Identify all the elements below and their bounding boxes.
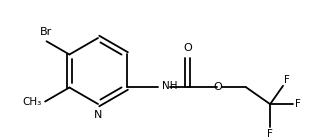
Text: F: F — [284, 75, 290, 85]
Text: F: F — [295, 99, 301, 109]
Text: O: O — [213, 83, 222, 92]
Text: O: O — [183, 43, 192, 53]
Text: N: N — [94, 109, 102, 120]
Text: NH: NH — [162, 82, 177, 91]
Text: F: F — [267, 129, 273, 138]
Text: Br: Br — [39, 27, 52, 37]
Text: CH₃: CH₃ — [22, 96, 41, 107]
